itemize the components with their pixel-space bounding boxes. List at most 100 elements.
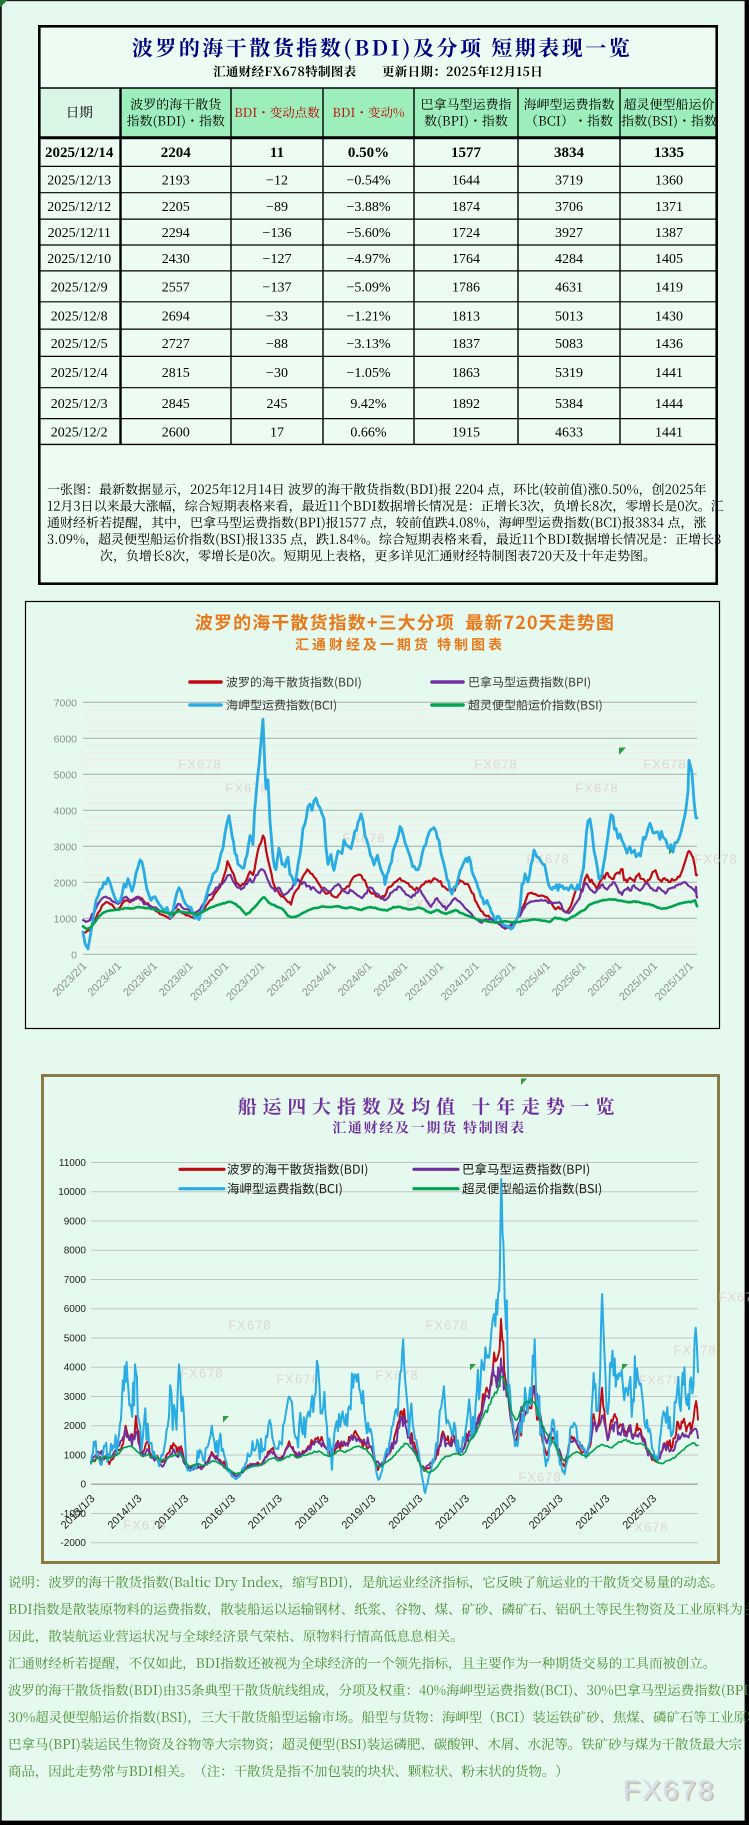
svg-text:2000: 2000 [54,877,78,889]
svg-text:−1.05%: −1.05% [346,366,390,381]
svg-text:−3.13%: −3.13% [346,337,390,352]
svg-text:2430: 2430 [162,252,190,267]
svg-text:6000: 6000 [54,733,78,745]
svg-text:0: 0 [71,949,77,961]
svg-text:1874: 1874 [452,200,480,215]
svg-text:1000: 1000 [54,913,78,925]
svg-text:1786: 1786 [452,280,480,295]
svg-text:1764: 1764 [452,252,480,267]
svg-text:1837: 1837 [452,337,480,352]
svg-text:2694: 2694 [162,310,190,325]
svg-text:−88: −88 [266,337,288,352]
svg-text:1335: 1335 [654,145,684,161]
svg-text:FX678: FX678 [178,757,221,772]
svg-text:2025/12/12: 2025/12/12 [47,200,111,215]
svg-text:17: 17 [270,426,284,441]
svg-text:9000: 9000 [64,1217,87,1228]
svg-text:FX678: FX678 [123,1518,166,1533]
svg-text:4284: 4284 [555,252,583,267]
svg-text:−136: −136 [263,226,292,241]
svg-text:0: 0 [80,1480,86,1491]
svg-text:11000: 11000 [59,1158,87,1169]
svg-text:−127: −127 [263,252,292,267]
svg-text:−30: −30 [266,366,288,381]
svg-text:1387: 1387 [655,226,683,241]
svg-text:1444: 1444 [655,397,683,412]
svg-text:2025/12/2: 2025/12/2 [51,426,108,441]
svg-text:1436: 1436 [655,337,683,352]
svg-text:2025/12/11: 2025/12/11 [48,226,111,241]
svg-text:3000: 3000 [54,841,78,853]
svg-text:1405: 1405 [655,252,683,267]
svg-text:2727: 2727 [162,337,190,352]
svg-text:FX678: FX678 [625,1776,718,1807]
svg-text:FX678: FX678 [623,1774,716,1805]
svg-text:FX678: FX678 [425,1318,468,1333]
svg-text:FX678: FX678 [375,1368,418,1383]
svg-text:7000: 7000 [54,697,78,709]
svg-text:2025/12/3: 2025/12/3 [51,397,108,412]
svg-text:-2000: -2000 [60,1538,86,1549]
svg-text:−12: −12 [266,174,288,189]
svg-text:2815: 2815 [162,366,190,381]
svg-text:2025/12/9: 2025/12/9 [51,280,108,295]
svg-text:8000: 8000 [64,1246,87,1257]
svg-text:5013: 5013 [555,310,583,325]
svg-text:1724: 1724 [452,226,480,241]
svg-text:−137: −137 [263,280,292,295]
svg-text:5319: 5319 [555,366,583,381]
svg-text:6000: 6000 [64,1304,87,1315]
svg-text:1813: 1813 [452,310,480,325]
svg-text:2205: 2205 [162,200,190,215]
svg-text:5083: 5083 [555,337,583,352]
svg-text:2204: 2204 [161,145,192,161]
svg-text:2025/12/8: 2025/12/8 [51,310,108,325]
svg-text:1430: 1430 [655,310,683,325]
svg-text:−33: −33 [266,310,288,325]
svg-text:1000: 1000 [64,1451,87,1462]
svg-text:FX678: FX678 [694,852,737,867]
svg-text:3000: 3000 [64,1392,87,1403]
svg-text:1892: 1892 [452,397,480,412]
svg-text:−5.60%: −5.60% [346,226,390,241]
svg-text:1441: 1441 [655,426,683,441]
svg-text:3719: 3719 [555,174,583,189]
svg-text:1915: 1915 [452,426,480,441]
svg-text:10000: 10000 [58,1187,86,1198]
svg-text:FX678: FX678 [180,1366,223,1381]
svg-text:−89: −89 [266,200,288,215]
svg-text:4000: 4000 [64,1363,87,1374]
svg-text:1371: 1371 [655,200,683,215]
svg-text:5000: 5000 [54,769,78,781]
svg-text:1863: 1863 [452,366,480,381]
svg-text:−3.88%: −3.88% [346,200,390,215]
svg-text:2845: 2845 [162,397,190,412]
svg-text:2025/12/10: 2025/12/10 [47,252,111,267]
svg-text:2025/12/14: 2025/12/14 [45,145,114,161]
svg-text:7000: 7000 [64,1275,87,1286]
svg-text:-1000: -1000 [60,1509,86,1520]
svg-text:4000: 4000 [54,805,78,817]
svg-text:4633: 4633 [555,426,583,441]
svg-text:2294: 2294 [162,226,190,241]
svg-text:2557: 2557 [162,280,190,295]
svg-text:1419: 1419 [655,280,683,295]
svg-text:FX678: FX678 [225,781,268,796]
svg-text:−5.09%: −5.09% [346,280,390,295]
svg-text:9.42%: 9.42% [350,397,387,412]
svg-text:2025/12/4: 2025/12/4 [51,366,108,381]
svg-text:0.66%: 0.66% [350,426,387,441]
svg-text:1644: 1644 [452,174,480,189]
svg-text:3706: 3706 [555,200,583,215]
svg-text:5384: 5384 [555,397,583,412]
svg-text:FX678: FX678 [474,757,517,772]
svg-text:FX678: FX678 [718,1290,749,1305]
svg-text:2025/12/13: 2025/12/13 [47,174,111,189]
svg-text:245: 245 [267,397,288,412]
svg-text:0.50%: 0.50% [348,145,389,161]
svg-text:FX678: FX678 [638,1373,681,1388]
svg-text:2025/12/5: 2025/12/5 [51,337,108,352]
svg-text:5000: 5000 [64,1334,87,1345]
svg-text:2600: 2600 [162,426,190,441]
svg-text:FX678: FX678 [276,1372,319,1387]
